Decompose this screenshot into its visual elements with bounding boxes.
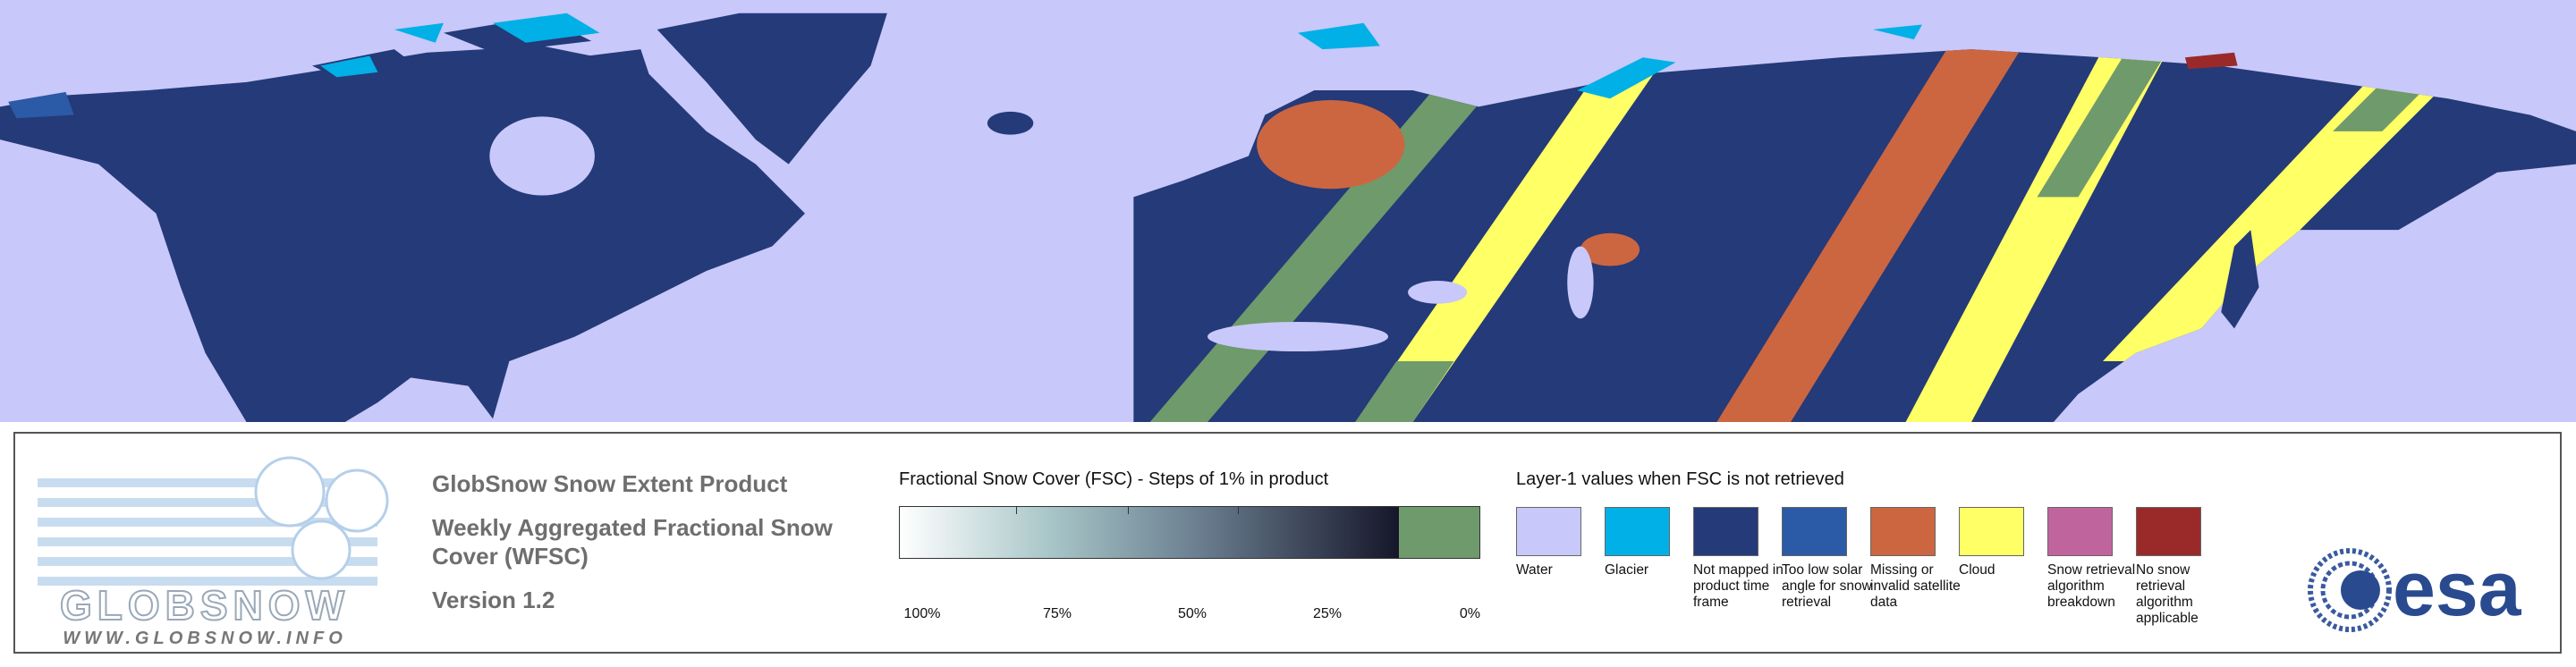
legend-label: Glacier bbox=[1605, 562, 1649, 578]
legend-label: Cloud bbox=[1959, 562, 1996, 578]
legend-swatch bbox=[1959, 507, 2024, 556]
product-version: Version 1.2 bbox=[432, 587, 555, 613]
product-subtitle: Weekly Aggregated Fractional Snow Cover … bbox=[432, 514, 833, 570]
alaska-low-sun bbox=[8, 91, 74, 119]
missing-patch bbox=[1580, 232, 1640, 266]
legend-label: Not mapped in product time frame bbox=[1693, 562, 1784, 610]
iceland bbox=[987, 111, 1034, 135]
legend-swatch bbox=[1693, 507, 1758, 556]
logo-name: GLOBSNOW bbox=[60, 582, 350, 629]
colorbar-label: 25% bbox=[1312, 606, 1343, 621]
logo-url: WWW.GLOBSNOW.INFO bbox=[63, 629, 347, 648]
colorbar: Fractional Snow Cover (FSC) - Steps of 1… bbox=[899, 469, 1507, 630]
swath-green bbox=[1355, 361, 1454, 422]
colorbar-label: 50% bbox=[1177, 606, 1208, 621]
layer1-legend: Water Glacier Not mapped in product time f… bbox=[1516, 507, 2321, 650]
north-america bbox=[0, 46, 805, 422]
colorbar-zero bbox=[1399, 507, 1479, 558]
legend-swatch bbox=[1782, 507, 1847, 556]
eurasia-glacier bbox=[1298, 22, 1922, 99]
scandinavia-missing bbox=[1257, 100, 1405, 190]
swath-missing bbox=[1716, 49, 2021, 422]
swath-cloud bbox=[2103, 65, 2465, 362]
layer1-title: Layer-1 values when FSC is not retrieved bbox=[1516, 469, 1844, 489]
legend-swatch bbox=[2136, 507, 2201, 556]
colorbar-gradient bbox=[900, 507, 1399, 558]
globsnow-logo: GLOBSNOW WWW.GLOBSNOW.INFO bbox=[38, 456, 389, 648]
legend-swatch bbox=[2047, 507, 2113, 556]
esa-logo: esa bbox=[2308, 546, 2522, 632]
colorbar-label: 0% bbox=[1459, 606, 1480, 621]
colorbar-title: Fractional Snow Cover (FSC) - Steps of 1… bbox=[899, 469, 1329, 489]
legend-label: Too low solar angle for snow retrieval bbox=[1782, 562, 1872, 610]
legend-label: Snow retrieval algorithm breakdown bbox=[2047, 562, 2136, 610]
swath-green bbox=[2037, 49, 2169, 198]
colorbar-bar bbox=[899, 506, 1480, 559]
legend-label: Missing or invalid satellite data bbox=[1870, 562, 1961, 610]
esa-text: esa bbox=[2393, 546, 2522, 632]
legend-swatch bbox=[1516, 507, 1581, 556]
legend-label: Water bbox=[1516, 562, 1553, 578]
mediterranean bbox=[1208, 321, 1389, 352]
colorbar-label: 100% bbox=[903, 606, 941, 621]
arctic-glacier bbox=[320, 13, 600, 78]
japan bbox=[2221, 230, 2259, 329]
caspian-sea bbox=[1567, 246, 1594, 319]
product-title: GlobSnow Snow Extent Product bbox=[432, 470, 788, 497]
colorbar-label: 75% bbox=[1042, 606, 1072, 621]
swath-cloud bbox=[1355, 65, 1660, 422]
greenland bbox=[657, 13, 887, 165]
no-snow-patch bbox=[2184, 52, 2238, 70]
black-sea bbox=[1408, 281, 1468, 304]
snow-map bbox=[0, 0, 2576, 422]
legend-panel: GLOBSNOW WWW.GLOBSNOW.INFO GlobSnow Snow… bbox=[13, 432, 2562, 654]
legend-swatch bbox=[1870, 507, 1936, 556]
hudson-bay bbox=[489, 116, 595, 196]
legend-swatch bbox=[1605, 507, 1670, 556]
legend-label: No snow retrieval algorithm applicable bbox=[2136, 562, 2199, 626]
